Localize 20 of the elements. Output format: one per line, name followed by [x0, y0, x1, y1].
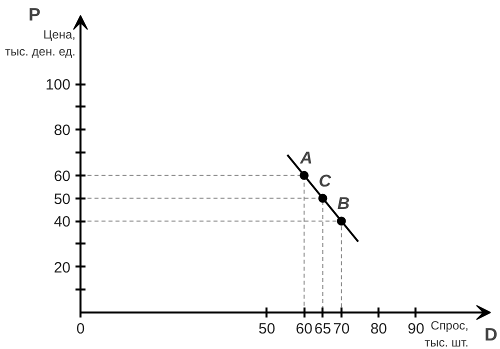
- y-tick-label: 60: [54, 168, 71, 185]
- annotation: A: [299, 148, 312, 168]
- y-tick-label: 40: [54, 214, 71, 231]
- text: D: [484, 324, 498, 344]
- text: P: [28, 4, 41, 24]
- x-tick-label: 60: [296, 320, 312, 338]
- x-tick-label: 0: [76, 320, 85, 338]
- annotation: C: [318, 171, 332, 190]
- y-tick-label: 20: [54, 259, 71, 276]
- x-axis-title: Спрос, тыс. шт.: [424, 318, 469, 349]
- x-tick-label: 80: [370, 320, 388, 338]
- annotation: B: [337, 194, 350, 214]
- x-tick-label: 65: [314, 320, 332, 338]
- y-tick-label: 50: [54, 190, 71, 208]
- y-tick-label: 100: [45, 76, 71, 94]
- y-axis-title: Цена, тыс. ден. ед.: [4, 28, 76, 58]
- x-tick-label: 70: [333, 320, 350, 338]
- x-tick-label: 90: [408, 320, 424, 338]
- y-tick-label: 80: [54, 122, 71, 140]
- x-tick-label: 50: [258, 320, 276, 338]
